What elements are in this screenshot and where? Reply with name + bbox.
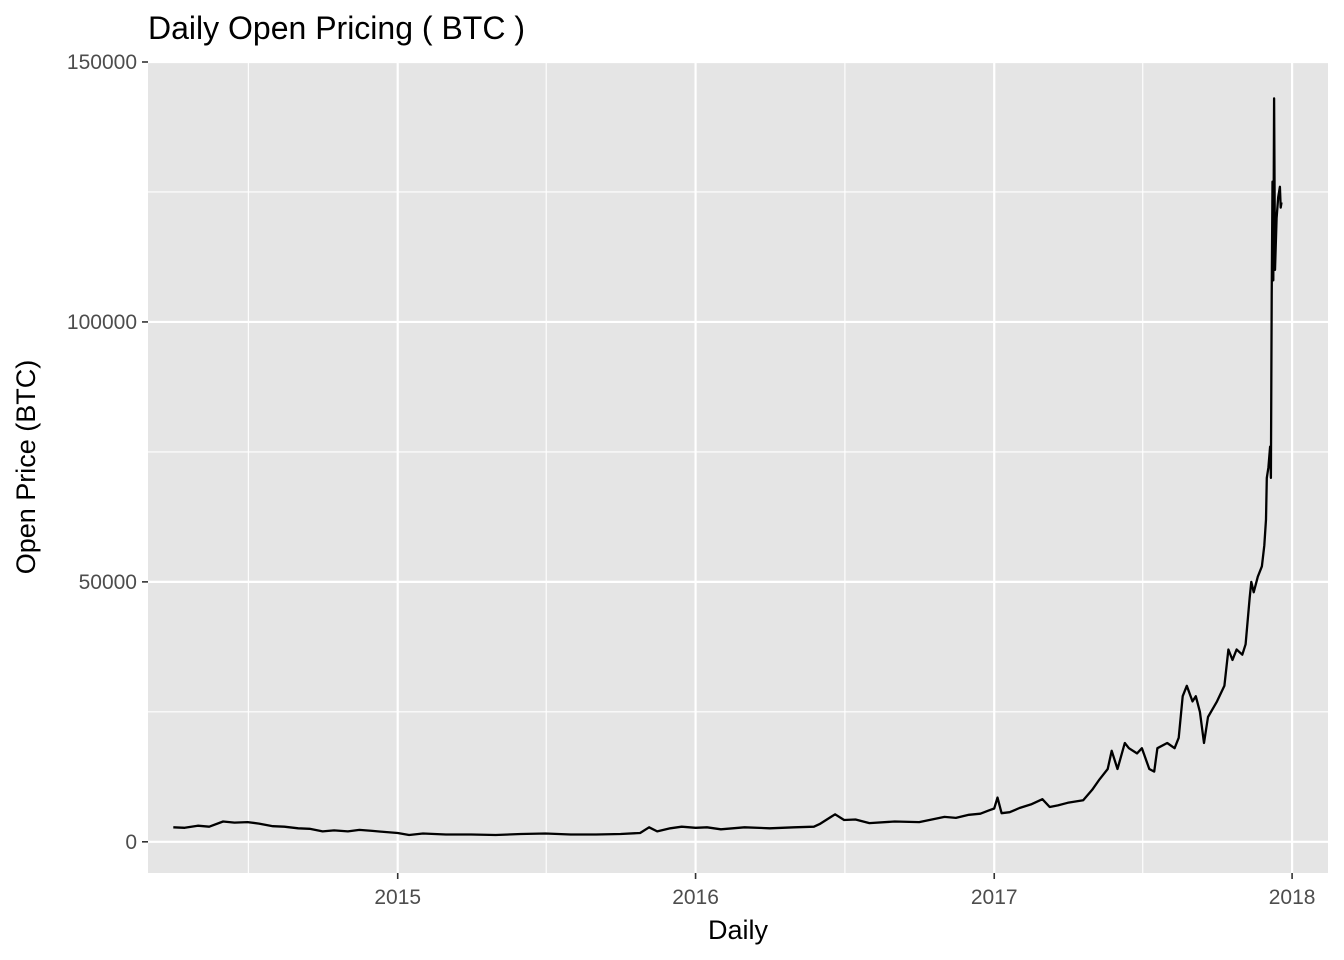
x-tick-label: 2015 bbox=[374, 886, 421, 909]
minor-grid bbox=[148, 62, 1328, 873]
x-axis-title: Daily bbox=[708, 915, 769, 945]
y-tick-label: 150000 bbox=[67, 51, 137, 74]
x-tick-label: 2018 bbox=[1269, 886, 1316, 909]
plot-panel bbox=[148, 62, 1328, 873]
series-line bbox=[173, 97, 1283, 837]
chart-title: Daily Open Pricing ( BTC ) bbox=[148, 10, 525, 46]
y-tick-label: 0 bbox=[125, 831, 137, 854]
y-tick-label: 100000 bbox=[67, 311, 137, 334]
major-grid bbox=[148, 60, 1328, 873]
x-tick-label: 2016 bbox=[672, 886, 719, 909]
y-axis-title: Open Price (BTC) bbox=[11, 360, 41, 575]
y-tick-label: 50000 bbox=[79, 571, 137, 594]
x-tick-label: 2017 bbox=[971, 886, 1018, 909]
series-layer bbox=[173, 97, 1283, 837]
x-axis: 2015 2016 2017 2018 bbox=[374, 873, 1315, 909]
y-axis: 0 50000 100000 150000 bbox=[67, 51, 148, 854]
